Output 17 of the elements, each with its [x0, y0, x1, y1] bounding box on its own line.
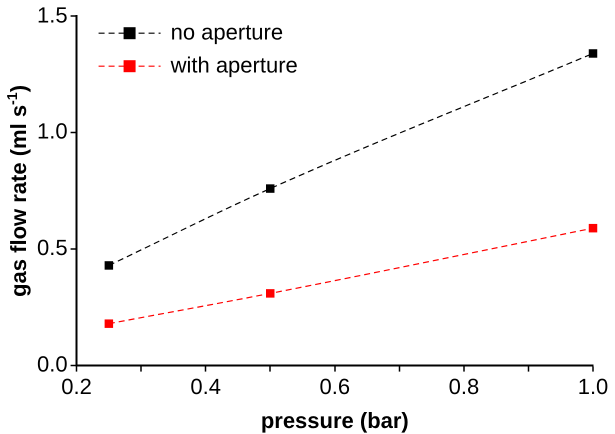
y-axis-title: gas flow rate (ml s-1) — [5, 84, 31, 297]
y-tick-label: 1.5 — [36, 2, 68, 28]
point — [104, 261, 114, 270]
x-axis-title: pressure (bar) — [260, 408, 409, 433]
y-tick-label: 1.0 — [36, 118, 68, 144]
point — [104, 319, 114, 328]
point — [266, 184, 274, 193]
point — [266, 289, 274, 298]
x-tick-label: 0.6 — [319, 374, 350, 399]
legend-label: with aperture — [170, 52, 298, 78]
point — [588, 224, 598, 232]
y-tick-label: 0.5 — [36, 235, 68, 260]
point — [588, 49, 598, 58]
x-tick-label: 0.8 — [448, 374, 480, 399]
x-tick-label: 1.0 — [578, 374, 608, 399]
x-tick-label: 0.4 — [190, 374, 221, 399]
legend-label: no aperture — [170, 19, 284, 44]
